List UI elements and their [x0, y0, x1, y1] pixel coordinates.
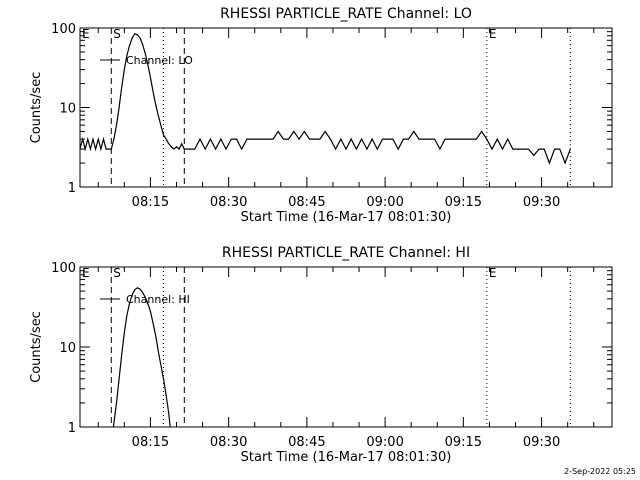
x-tick-label: 08:15 [132, 195, 169, 210]
y-axis-label: Counts/sec [29, 72, 44, 144]
x-tick-label: 09:00 [366, 195, 403, 210]
x-tick-label: 08:45 [288, 435, 325, 450]
chart-title: RHESSI PARTICLE_RATE Channel: LO [220, 6, 472, 22]
plot-frame [79, 266, 613, 428]
marker-label: E [489, 266, 497, 280]
series-line [79, 32, 571, 165]
y-tick-label: 100 [51, 261, 76, 276]
marker-label: E [82, 266, 90, 280]
chart-panel-hi: RHESSI PARTICLE_RATE Channel: HI 1 10 100 08… [29, 245, 613, 465]
y-axis-label: Counts/sec [29, 311, 44, 383]
chart-title: RHESSI PARTICLE_RATE Channel: HI [222, 245, 470, 261]
x-tick-label: 09:30 [523, 195, 560, 210]
plot-frame [79, 27, 613, 188]
y-tick-label: 1 [68, 181, 76, 196]
x-tick-label: 09:30 [523, 435, 560, 450]
x-tick-label: 08:30 [210, 435, 247, 450]
legend-label: Channel: HI [126, 293, 190, 306]
x-tick-label: 09:15 [445, 195, 482, 210]
x-tick-label: 08:30 [210, 195, 247, 210]
marker-label: E [82, 27, 90, 41]
footer-timestamp: 2-Sep-2022 05:25 [564, 467, 636, 476]
x-axis-label: Start Time (16-Mar-17 08:01:30) [241, 450, 452, 465]
x-axis-label: Start Time (16-Mar-17 08:01:30) [241, 210, 452, 225]
x-tick-label: 08:45 [288, 195, 325, 210]
x-tick-label: 09:00 [366, 435, 403, 450]
marker-label: S [113, 266, 121, 280]
y-tick-label: 10 [59, 341, 76, 356]
legend-label: Channel: LO [126, 54, 193, 67]
x-tick-label: 08:15 [132, 435, 169, 450]
marker-label: S [113, 27, 121, 41]
marker-label: E [489, 27, 497, 41]
y-tick-label: 100 [51, 22, 76, 37]
chart-panel-lo: RHESSI PARTICLE_RATE Channel: LO 1 10 100 08… [29, 6, 613, 225]
x-tick-label: 09:15 [445, 435, 482, 450]
y-tick-label: 1 [68, 421, 76, 436]
y-tick-label: 10 [59, 102, 76, 117]
series-line [112, 287, 171, 428]
